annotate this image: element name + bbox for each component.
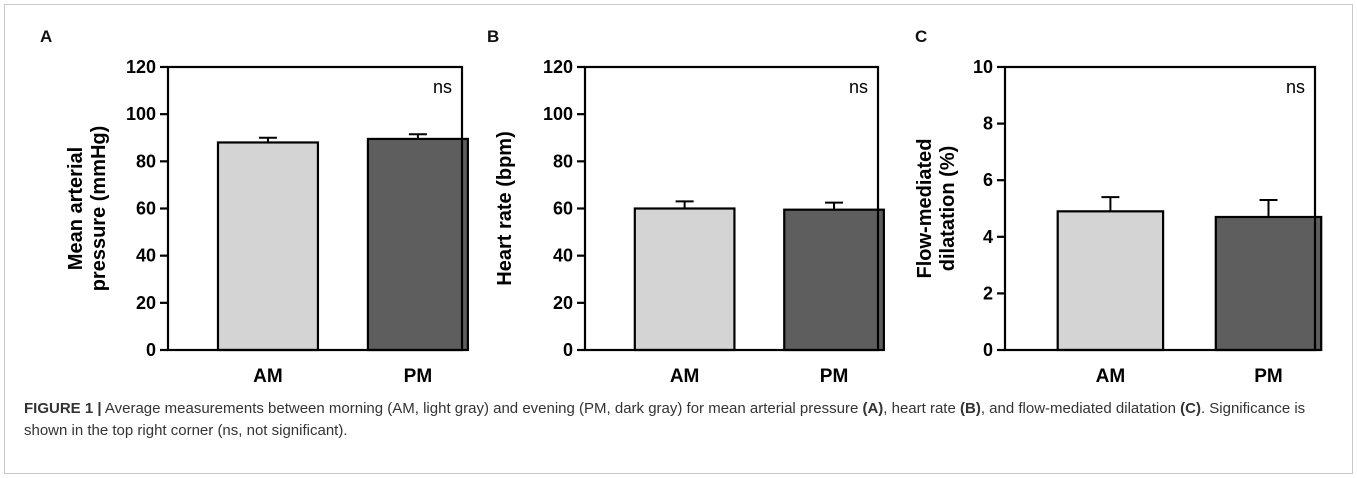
panel-label: A xyxy=(40,27,52,46)
y-tick-label: 10 xyxy=(973,57,993,77)
y-axis-label: Flow-mediated xyxy=(914,138,936,278)
x-tick-label: AM xyxy=(670,366,700,387)
plot-frame xyxy=(583,65,880,352)
y-tick-label: 120 xyxy=(543,57,573,77)
bar-am xyxy=(633,207,736,352)
y-axis-label: pressure (mmHg) xyxy=(88,126,110,292)
x-tick-label: PM xyxy=(404,366,433,387)
panel-label: C xyxy=(915,27,927,46)
figure-frame xyxy=(4,4,1353,474)
caption-text-1: Average measurements between morning (AM… xyxy=(101,400,863,417)
significance-label: ns xyxy=(849,77,868,97)
y-tick-label: 2 xyxy=(983,283,993,303)
bar-pm xyxy=(1214,215,1323,352)
y-tick-label: 20 xyxy=(553,293,573,313)
y-tick-label: 80 xyxy=(553,151,573,171)
x-tick-label: PM xyxy=(1254,366,1283,387)
panel-label: B xyxy=(487,27,499,46)
y-tick-label: 60 xyxy=(136,199,156,219)
x-tick-label: PM xyxy=(820,366,849,387)
bar-pm xyxy=(366,137,469,352)
bar-am xyxy=(1056,210,1165,352)
caption-text-2: , heart rate xyxy=(883,400,960,417)
significance-label: ns xyxy=(1286,77,1305,97)
figure-caption: FIGURE 1 | Average measurements between … xyxy=(24,398,1334,442)
y-tick-label: 4 xyxy=(983,227,993,247)
y-tick-label: 100 xyxy=(126,104,156,124)
y-tick-label: 0 xyxy=(146,340,156,360)
caption-text-3: , and flow-mediated dilatation xyxy=(980,400,1181,417)
y-tick-label: 100 xyxy=(543,104,573,124)
y-axis-label: dilatation (%) xyxy=(937,146,959,272)
caption-ref-c: (C) xyxy=(1180,400,1201,417)
y-tick-label: 20 xyxy=(136,293,156,313)
plot-frame xyxy=(1003,65,1317,352)
significance-label: ns xyxy=(433,77,452,97)
bar-am xyxy=(216,141,320,352)
y-axis-label: Mean arterial xyxy=(65,147,87,270)
y-axis-label: Heart rate (bpm) xyxy=(494,131,516,285)
caption-ref-a: (A) xyxy=(862,400,884,417)
plot-frame xyxy=(166,65,464,352)
x-tick-label: AM xyxy=(253,366,283,387)
y-tick-label: 40 xyxy=(553,246,573,266)
chart-panel-c: C AM PM 0 2 4 6 8 10 ns Flow-mediated dilatation (%… xyxy=(914,27,1323,387)
x-tick-label: AM xyxy=(1096,366,1126,387)
caption-figure-label: FIGURE 1 | xyxy=(24,400,102,417)
y-tick-label: 8 xyxy=(983,114,993,134)
y-tick-label: 120 xyxy=(126,57,156,77)
caption-ref-b: (B) xyxy=(960,400,981,417)
chart-panel-b: B AM PM 0 20 40 60 80 100 120 ns Heart rate (bpm) xyxy=(487,27,885,387)
caption-text-4: . Significance is shown in the top right… xyxy=(24,400,1306,439)
y-tick-label: 80 xyxy=(136,151,156,171)
y-tick-label: 60 xyxy=(553,199,573,219)
chart-panel-a: A AM PM 0 20 40 60 80 100 120 ns Mean arterial press… xyxy=(40,27,469,387)
y-tick-label: 6 xyxy=(983,170,993,190)
y-tick-label: 40 xyxy=(136,246,156,266)
y-tick-label: 0 xyxy=(983,340,993,360)
bar-pm xyxy=(783,208,885,352)
y-tick-label: 0 xyxy=(563,340,573,360)
